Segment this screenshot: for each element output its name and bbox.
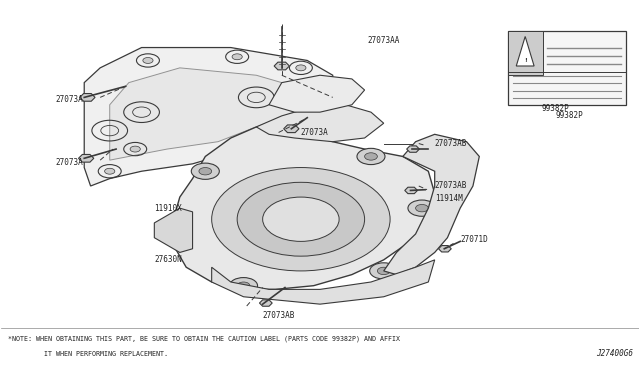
Circle shape bbox=[296, 65, 306, 71]
Polygon shape bbox=[259, 300, 272, 306]
Text: 27073A: 27073A bbox=[56, 157, 83, 167]
Bar bbox=[508, 31, 543, 75]
Polygon shape bbox=[256, 105, 384, 142]
Circle shape bbox=[104, 168, 115, 174]
Circle shape bbox=[237, 282, 250, 289]
Polygon shape bbox=[406, 146, 419, 152]
Circle shape bbox=[408, 200, 436, 216]
Circle shape bbox=[415, 205, 428, 212]
Polygon shape bbox=[404, 187, 417, 194]
Polygon shape bbox=[269, 75, 365, 112]
Text: 99382P: 99382P bbox=[556, 111, 584, 121]
Polygon shape bbox=[109, 68, 294, 160]
Text: IT WHEN PERFORMING REPLACEMENT.: IT WHEN PERFORMING REPLACEMENT. bbox=[8, 351, 168, 357]
Bar bbox=[508, 31, 626, 105]
Polygon shape bbox=[173, 127, 435, 289]
Text: 27073A: 27073A bbox=[56, 95, 83, 104]
Polygon shape bbox=[384, 134, 479, 275]
Circle shape bbox=[230, 278, 257, 294]
Text: 27073AA: 27073AA bbox=[368, 36, 400, 45]
Text: J27400G6: J27400G6 bbox=[596, 350, 634, 359]
Polygon shape bbox=[274, 62, 289, 70]
Text: 27073A: 27073A bbox=[301, 128, 328, 137]
Text: 11914M: 11914M bbox=[435, 195, 463, 203]
Circle shape bbox=[365, 153, 378, 160]
Circle shape bbox=[370, 263, 397, 279]
Text: 27073AB: 27073AB bbox=[262, 311, 295, 320]
Circle shape bbox=[357, 148, 385, 164]
Polygon shape bbox=[212, 260, 435, 304]
Text: 27630N: 27630N bbox=[154, 255, 182, 264]
Circle shape bbox=[378, 267, 390, 275]
Circle shape bbox=[212, 167, 390, 271]
Polygon shape bbox=[79, 154, 94, 162]
Text: 27073AB: 27073AB bbox=[435, 139, 467, 148]
Polygon shape bbox=[284, 125, 299, 132]
Text: *NOTE: WHEN OBTAINING THIS PART, BE SURE TO OBTAIN THE CAUTION LABEL (PARTS CODE: *NOTE: WHEN OBTAINING THIS PART, BE SURE… bbox=[8, 336, 400, 343]
Circle shape bbox=[130, 146, 140, 152]
Circle shape bbox=[191, 163, 220, 179]
Polygon shape bbox=[84, 48, 333, 186]
Circle shape bbox=[199, 167, 212, 175]
Circle shape bbox=[232, 54, 243, 60]
Circle shape bbox=[262, 197, 339, 241]
Text: 99382P: 99382P bbox=[542, 104, 570, 113]
Text: !: ! bbox=[524, 58, 527, 63]
Text: 27073AB: 27073AB bbox=[435, 182, 467, 190]
Polygon shape bbox=[438, 246, 451, 252]
Text: 11910X: 11910X bbox=[154, 203, 182, 213]
Circle shape bbox=[237, 182, 365, 256]
Polygon shape bbox=[80, 93, 95, 101]
Polygon shape bbox=[516, 36, 534, 66]
Polygon shape bbox=[154, 208, 193, 253]
Text: 27071D: 27071D bbox=[460, 235, 488, 244]
Circle shape bbox=[143, 58, 153, 63]
